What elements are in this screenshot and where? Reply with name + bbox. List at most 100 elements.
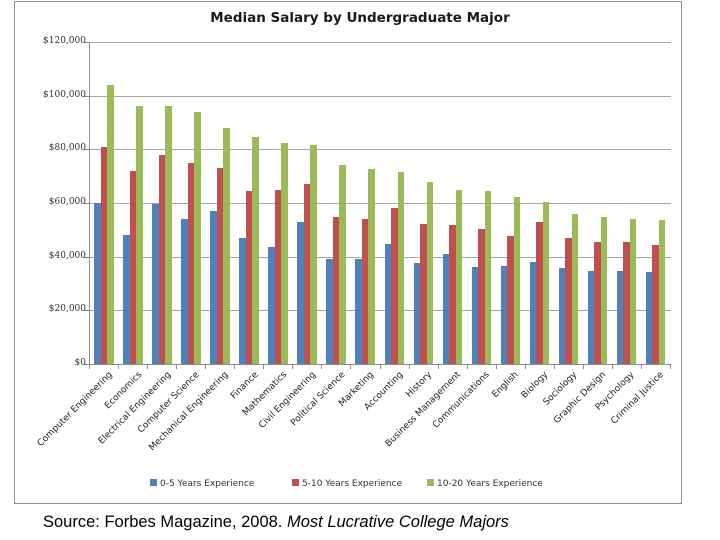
legend-item: 5-10 Years Experience <box>292 479 402 489</box>
legend-swatch-icon <box>150 479 157 486</box>
y-tick-mark <box>84 149 89 151</box>
bar <box>542 202 550 364</box>
source-prefix: Source: Forbes Magazine, 2008. <box>43 513 287 531</box>
bar <box>181 219 188 364</box>
bar <box>303 184 311 364</box>
legend-item: 0-5 Years Experience <box>150 479 254 489</box>
x-tick-mark <box>524 364 526 369</box>
x-tick-mark <box>437 364 439 369</box>
legend-swatch-icon <box>292 479 299 486</box>
x-tick-mark <box>379 364 381 369</box>
y-axis-line <box>89 42 90 365</box>
bar <box>529 262 537 364</box>
x-tick-mark <box>234 364 236 369</box>
bar <box>478 229 485 364</box>
x-tick-mark <box>670 364 671 369</box>
gridline <box>89 95 671 97</box>
x-tick-mark <box>495 364 497 369</box>
legend-label: 0-5 Years Experience <box>160 479 255 489</box>
bar <box>268 247 275 364</box>
x-tick-mark <box>118 364 120 369</box>
x-tick-mark <box>640 364 642 369</box>
bar <box>536 222 543 364</box>
bar <box>194 111 201 364</box>
y-tick-mark <box>84 310 89 312</box>
bar <box>507 236 514 364</box>
bar <box>123 235 130 364</box>
y-tick-mark <box>84 364 89 365</box>
y-tick-mark <box>84 256 89 258</box>
x-tick-mark <box>292 364 294 369</box>
bar <box>158 154 166 364</box>
source-caption: Source: Forbes Magazine, 2008. Most Lucr… <box>43 513 509 532</box>
gridline <box>89 149 671 151</box>
y-tick-label: $100,000 <box>43 89 86 100</box>
gridline <box>89 310 671 312</box>
y-tick-mark <box>84 95 89 97</box>
bar <box>187 162 195 364</box>
bar <box>449 225 456 364</box>
bar <box>513 197 521 364</box>
x-tick-mark <box>89 364 90 369</box>
y-tick-label: $0 <box>74 358 86 368</box>
bar <box>413 263 421 364</box>
chart-legend: 0-5 Years Experience 5-10 Years Experienc… <box>0 479 720 493</box>
x-tick-mark <box>321 364 323 369</box>
bar <box>565 238 572 364</box>
x-tick-mark <box>408 364 410 369</box>
bar <box>455 189 463 364</box>
bar <box>658 220 666 364</box>
bar <box>326 258 333 364</box>
bar <box>442 253 450 364</box>
bar <box>484 191 492 364</box>
bar <box>245 191 253 364</box>
bar <box>210 211 217 364</box>
bar <box>100 146 107 364</box>
bar <box>361 218 369 364</box>
gridline <box>89 203 671 204</box>
bar <box>645 272 653 364</box>
bar <box>216 168 224 364</box>
x-tick-mark <box>176 364 178 369</box>
x-tick-mark <box>582 364 584 369</box>
x-tick-mark <box>553 364 555 369</box>
bar <box>623 241 630 364</box>
bar <box>420 224 427 364</box>
bar <box>165 106 172 364</box>
bar <box>136 106 143 364</box>
bar <box>500 266 508 364</box>
x-tick-mark <box>350 364 352 369</box>
bar <box>94 203 101 364</box>
bar <box>368 169 375 364</box>
bar <box>281 143 288 364</box>
bar <box>629 219 637 364</box>
bar <box>339 164 346 364</box>
bar <box>107 84 114 364</box>
bar <box>594 241 601 364</box>
x-tick-mark <box>205 364 207 369</box>
gridline <box>89 256 671 258</box>
y-tick-label: $40,000 <box>48 250 86 261</box>
bar <box>355 258 362 364</box>
bar <box>223 127 230 364</box>
bar <box>252 137 259 364</box>
legend-label: 5-10 Years Experience <box>302 479 403 489</box>
y-tick-label: $20,000 <box>48 304 86 315</box>
x-tick-mark <box>263 364 265 369</box>
bar <box>391 208 398 364</box>
bar <box>274 189 282 364</box>
legend-label: 10-20 Years Experience <box>437 479 543 489</box>
legend-item: 10-20 Years Experience <box>427 479 543 489</box>
x-tick-mark <box>611 364 613 369</box>
bar <box>571 214 579 364</box>
gridline <box>89 42 671 43</box>
bar <box>587 270 595 364</box>
bar <box>129 170 137 364</box>
bar <box>600 217 608 364</box>
bar <box>332 216 340 364</box>
bar <box>384 244 391 364</box>
y-tick-label: $120,000 <box>43 36 86 46</box>
bar <box>297 221 304 364</box>
bar <box>239 237 246 364</box>
x-tick-mark <box>147 364 149 369</box>
